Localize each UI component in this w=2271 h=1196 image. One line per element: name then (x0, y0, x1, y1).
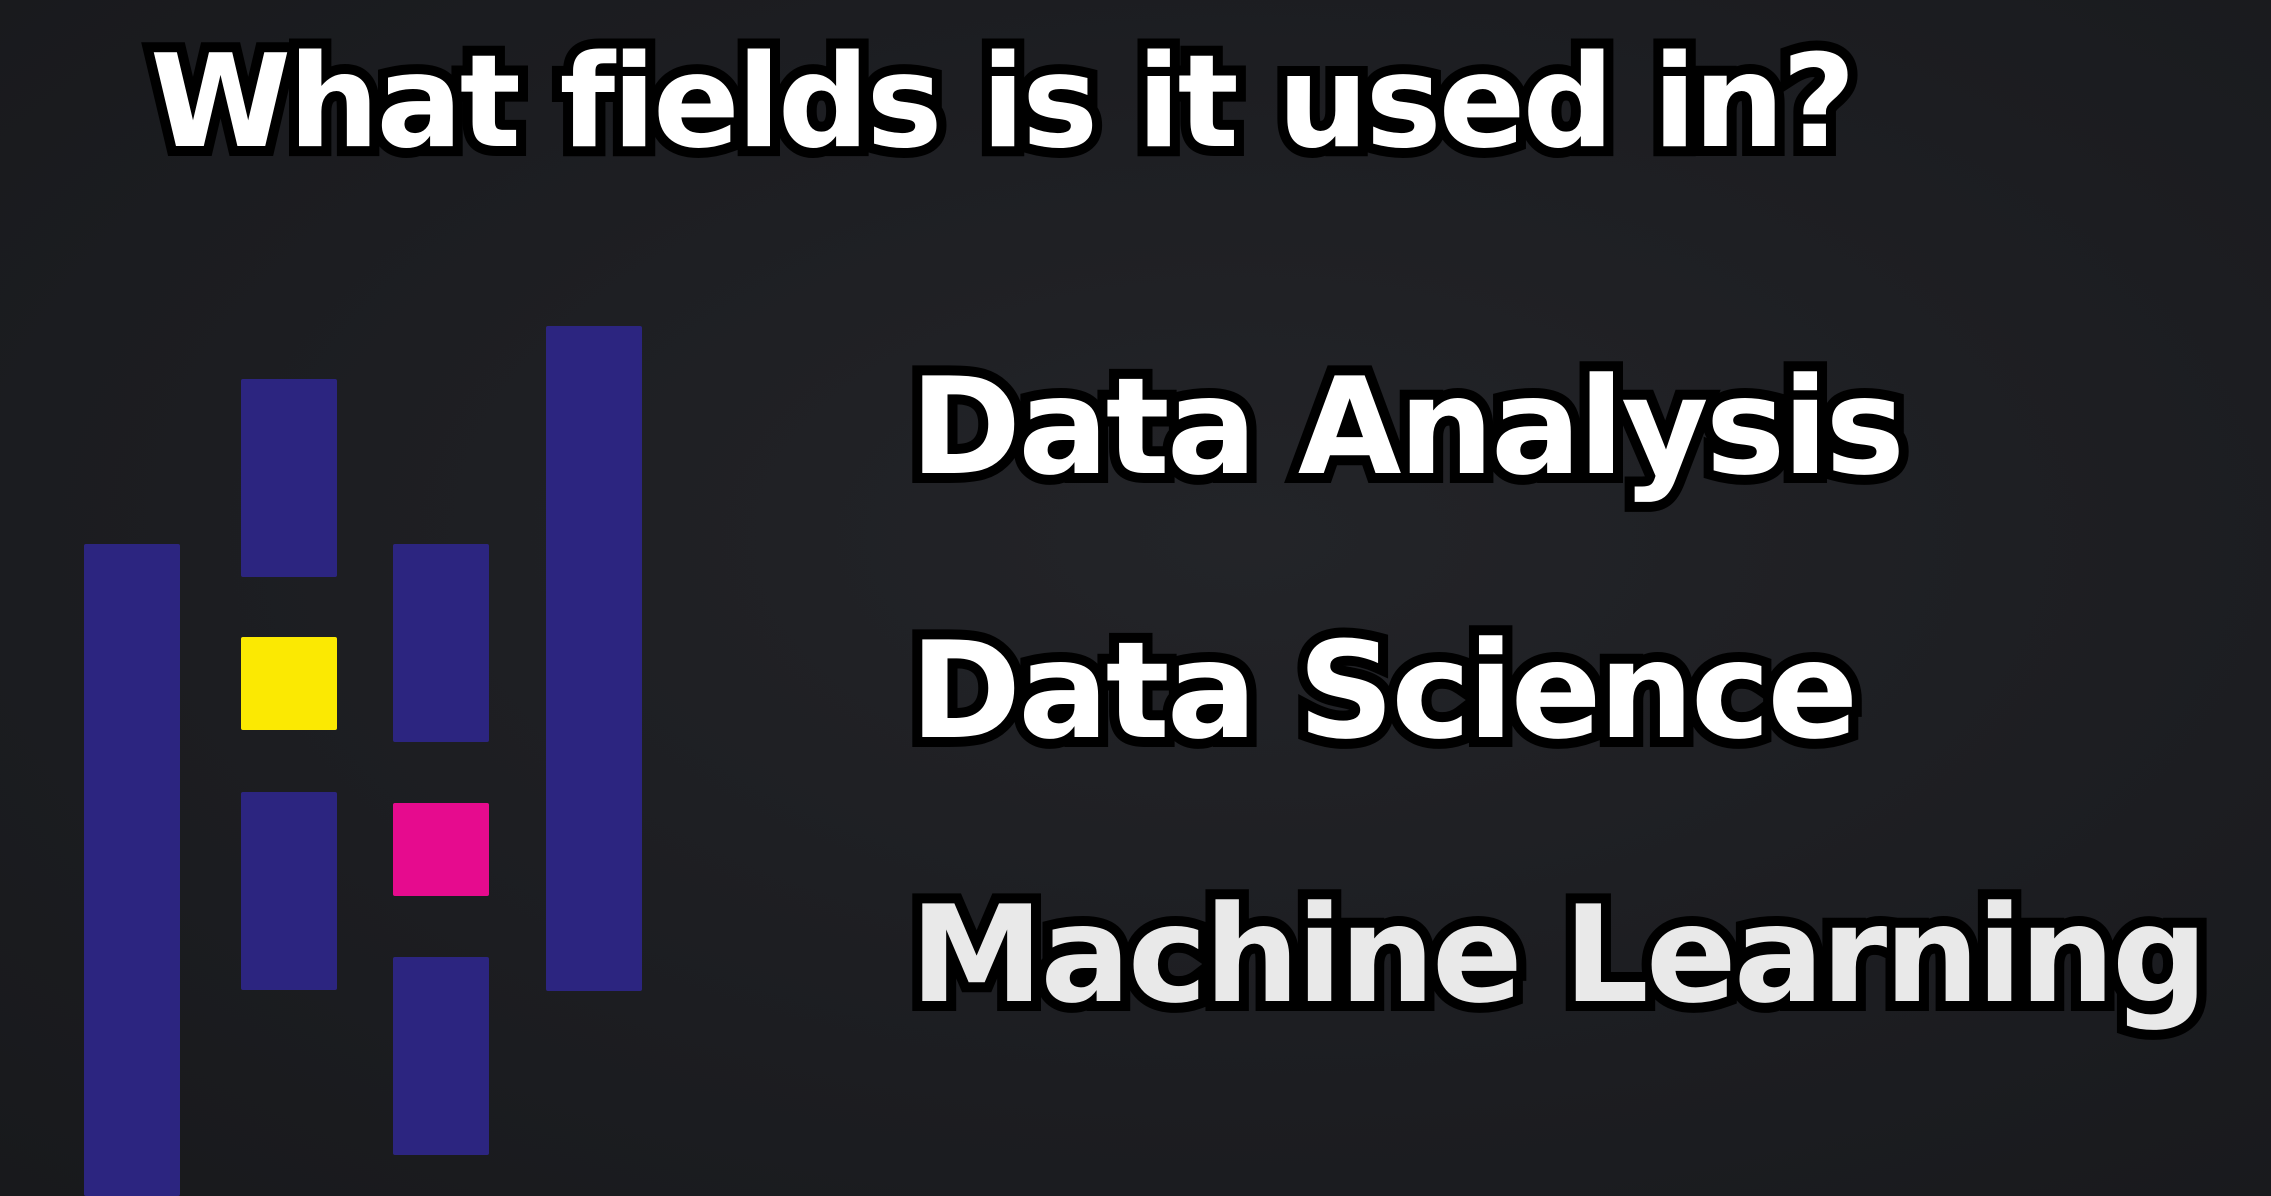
logo-bar-middle-lower (393, 957, 489, 1155)
logo-bar-left (84, 544, 180, 1196)
logo-bar-upper (241, 379, 337, 577)
logo-square-yellow (241, 637, 337, 730)
logo-bar-right (546, 326, 642, 991)
fields-list: Data Analysis Data Science Machine Learn… (900, 349, 2218, 1063)
field-data-analysis: Data Analysis (900, 349, 1915, 505)
field-machine-learning: Machine Learning (900, 877, 2218, 1033)
page-title: What fields is it used in? (140, 18, 1866, 187)
pandas-logo (0, 0, 700, 1196)
logo-bar-lower (241, 792, 337, 990)
logo-bar-middle-upper (393, 544, 489, 742)
field-data-science: Data Science (900, 613, 1868, 769)
logo-square-pink (393, 803, 489, 896)
